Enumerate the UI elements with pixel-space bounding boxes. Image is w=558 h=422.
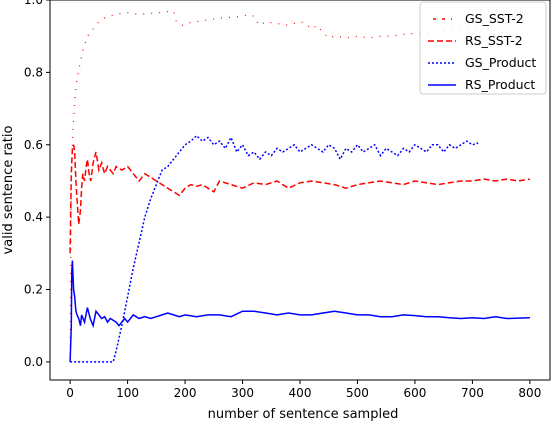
y-tick-label: 0.4 [24, 210, 43, 224]
legend-label: RS_SST-2 [465, 33, 523, 48]
legend-label: GS_Product [465, 55, 536, 70]
x-tick-label: 600 [403, 386, 426, 400]
legend-label: RS_Product [465, 77, 535, 92]
y-tick-label: 0.6 [24, 138, 43, 152]
y-axis-label: valid sentence ratio [1, 126, 16, 255]
legend-label: GS_SST-2 [465, 11, 524, 26]
y-tick-label: 1.0 [24, 0, 43, 7]
x-tick-label: 200 [174, 386, 197, 400]
x-tick-label: 100 [116, 386, 139, 400]
x-tick-label: 400 [289, 386, 312, 400]
plot-area [69, 10, 531, 363]
legend-box [419, 1, 547, 95]
x-tick-label: 300 [231, 386, 254, 400]
x-tick-label: 700 [461, 386, 484, 400]
series-line-gs-product [70, 134, 479, 363]
y-tick-label: 0.0 [24, 355, 43, 369]
y-axis: 0.0 0.2 0.4 0.6 0.8 1.0 [24, 0, 50, 369]
y-tick-label: 0.8 [24, 65, 43, 79]
series-line-rs-sst-2 [69, 144, 531, 254]
x-axis: 0 100 200 300 400 500 600 700 800 [66, 380, 541, 400]
y-tick-label: 0.2 [24, 283, 43, 297]
series-line-rs-product [69, 260, 530, 362]
legend: GS_SST-2 RS_SST-2 GS_Product RS_Product [419, 1, 547, 95]
x-tick-label: 800 [518, 386, 541, 400]
x-axis-label: number of sentence sampled [208, 407, 399, 422]
x-tick-label: 0 [66, 386, 74, 400]
x-tick-label: 500 [346, 386, 369, 400]
